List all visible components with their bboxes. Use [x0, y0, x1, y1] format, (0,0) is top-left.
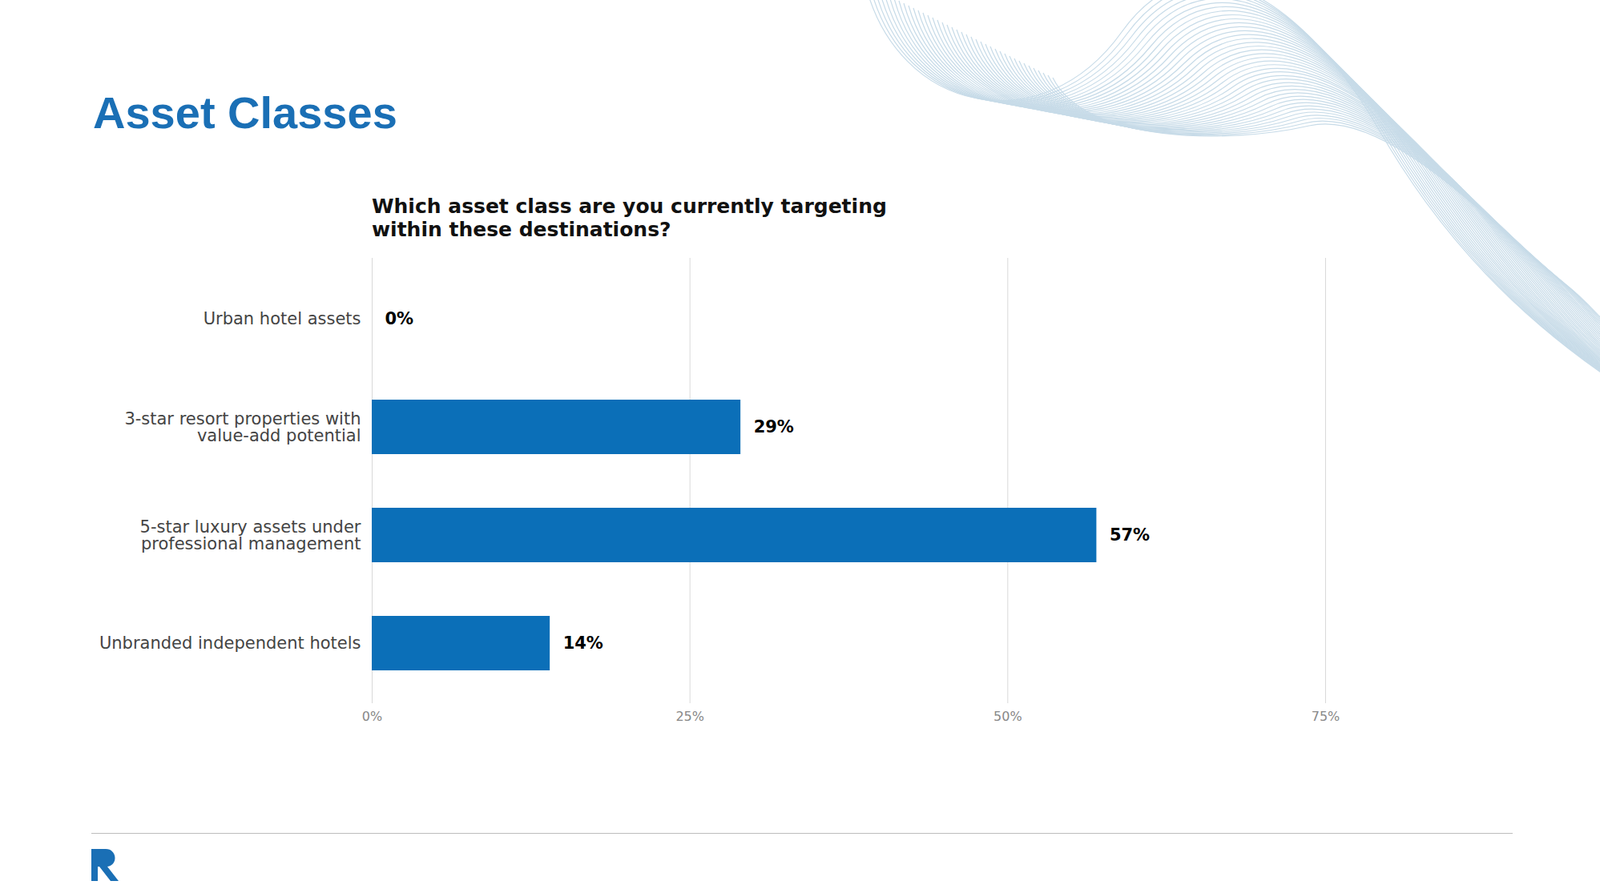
svg-text:5-star luxury assets underprof: 5-star luxury assets underprofessional m…	[140, 517, 362, 554]
html-text:Asset Classes: Asset Classes	[92, 87, 398, 138]
svg-text:Unbranded independent hotels: Unbranded independent hotels	[99, 633, 362, 653]
html-text:within these destinations?: within these destinations?	[371, 217, 672, 242]
svg-text:Urban hotel assets: Urban hotel assets	[203, 309, 362, 329]
svg-text:25%: 25%	[675, 709, 705, 725]
svg-text:29%: 29%	[753, 417, 794, 437]
svg-text:3-star resort properties withv: 3-star resort properties withvalue-add p…	[124, 409, 361, 446]
svg-text:75%: 75%	[1311, 709, 1341, 725]
svg-text:14%: 14%	[563, 633, 604, 653]
svg-text:0%: 0%	[385, 309, 415, 329]
svg-text:50%: 50%	[993, 709, 1023, 725]
svg-text:57%: 57%	[1109, 525, 1150, 545]
html-text:Which asset class are you curr: Which asset class are you currently targ…	[371, 194, 887, 218]
svg-text:0%: 0%	[362, 709, 383, 725]
